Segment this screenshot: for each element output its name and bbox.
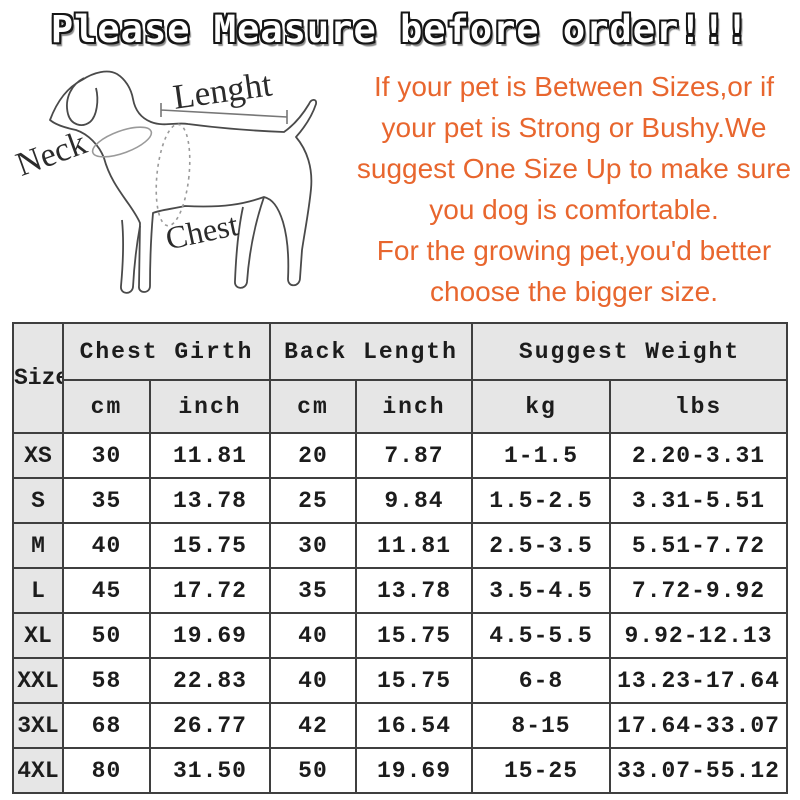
size-cell: M <box>11 522 64 569</box>
dog-ear-path <box>66 77 99 126</box>
back-cm-cell: 20 <box>268 432 357 479</box>
back-inch-cell: 13.78 <box>354 567 474 614</box>
table-row: XXL 58 22.83 40 15.75 6-8 13.23-17.64 <box>11 657 789 704</box>
chest-inch-cell: 13.78 <box>148 477 271 524</box>
lbs-cell: 5.51-7.72 <box>608 522 789 569</box>
chest-inch-cell: 11.81 <box>148 432 271 479</box>
back-inch-cell: 11.81 <box>354 522 474 569</box>
lbs-cell: 7.72-9.92 <box>608 567 789 614</box>
lbs-cell: 3.31-5.51 <box>608 477 789 524</box>
length-measure-line <box>160 103 288 124</box>
chest-inch-cell: 31.50 <box>148 747 271 794</box>
table-row: XS 30 11.81 20 7.87 1-1.5 2.20-3.31 <box>11 432 789 479</box>
kg-cell: 1-1.5 <box>471 432 611 479</box>
advice-line: If your pet is Between Sizes,or if <box>374 71 774 102</box>
size-cell: XXL <box>11 657 64 704</box>
kg-cell: 3.5-4.5 <box>471 567 611 614</box>
chest-inch-cell: 19.69 <box>148 612 271 659</box>
back-cm-cell: 50 <box>268 747 357 794</box>
kg-cell: 2.5-3.5 <box>471 522 611 569</box>
table-row: XL 50 19.69 40 15.75 4.5-5.5 9.92-12.13 <box>11 612 789 659</box>
size-cell: XS <box>11 432 64 479</box>
kg-cell: 4.5-5.5 <box>471 612 611 659</box>
kg-cell: 6-8 <box>471 657 611 704</box>
kg-cell: 1.5-2.5 <box>471 477 611 524</box>
dog-measurement-diagram: Neck Lenght Chest <box>0 58 348 320</box>
chest-inch-cell: 17.72 <box>148 567 271 614</box>
size-chart-table: Size Chest Girth Back Length Suggest Wei… <box>11 322 789 794</box>
back-cm-cell: 42 <box>268 702 357 749</box>
neck-label: Neck <box>11 124 91 183</box>
advice-line: choose the bigger size. <box>430 276 718 307</box>
advice-line: suggest One Size Up to make sure <box>356 153 792 184</box>
chest-inch-cell: 26.77 <box>148 702 271 749</box>
chest-cm-cell: 50 <box>61 612 151 659</box>
table-row: 3XL 68 26.77 42 16.54 8-15 17.64-33.07 <box>11 702 789 749</box>
col-header-kg: kg <box>471 379 611 434</box>
dog-diagram-svg: Neck Lenght Chest <box>11 64 317 294</box>
page-title: Please Measure before order!!! <box>50 7 750 51</box>
size-cell: XL <box>11 612 64 659</box>
table-row: L 45 17.72 35 13.78 3.5-4.5 7.72-9.92 <box>11 567 789 614</box>
col-header-back-cm: cm <box>268 379 357 434</box>
size-cell: S <box>11 477 64 524</box>
back-cm-cell: 25 <box>268 477 357 524</box>
col-header-size: Size <box>11 322 64 434</box>
back-cm-cell: 40 <box>268 657 357 704</box>
size-cell: 3XL <box>11 702 64 749</box>
col-header-chest-cm: cm <box>61 379 151 434</box>
chest-cm-cell: 30 <box>61 432 151 479</box>
size-cell: L <box>11 567 64 614</box>
lbs-cell: 13.23-17.64 <box>608 657 789 704</box>
chest-inch-cell: 22.83 <box>148 657 271 704</box>
size-cell: 4XL <box>11 747 64 794</box>
lbs-cell: 17.64-33.07 <box>608 702 789 749</box>
middle-section: Neck Lenght Chest If your pet is Between… <box>0 58 800 320</box>
col-header-back-length: Back Length <box>268 322 474 381</box>
back-inch-cell: 15.75 <box>354 657 474 704</box>
length-label: Lenght <box>171 64 275 116</box>
dog-outline-path <box>49 70 317 293</box>
col-header-chest-girth: Chest Girth <box>61 322 271 381</box>
chest-measure-ellipse <box>155 123 191 227</box>
back-inch-cell: 19.69 <box>354 747 474 794</box>
chest-label: Chest <box>162 206 241 256</box>
table-row: S 35 13.78 25 9.84 1.5-2.5 3.31-5.51 <box>11 477 789 524</box>
table-row: 4XL 80 31.50 50 19.69 15-25 33.07-55.12 <box>11 747 789 794</box>
chest-cm-cell: 58 <box>61 657 151 704</box>
chest-cm-cell: 35 <box>61 477 151 524</box>
advice-line: For the growing pet,you'd better <box>376 235 772 266</box>
chest-cm-cell: 40 <box>61 522 151 569</box>
advice-line: you dog is comfortable. <box>429 194 719 225</box>
chest-cm-cell: 68 <box>61 702 151 749</box>
back-inch-cell: 7.87 <box>354 432 474 479</box>
chest-cm-cell: 80 <box>61 747 151 794</box>
col-header-chest-inch: inch <box>148 379 271 434</box>
neck-measure-ellipse <box>91 126 153 158</box>
kg-cell: 8-15 <box>471 702 611 749</box>
chest-cm-cell: 45 <box>61 567 151 614</box>
col-header-back-inch: inch <box>354 379 474 434</box>
back-cm-cell: 35 <box>268 567 357 614</box>
advice-line: your pet is Strong or Bushy.We <box>381 112 767 143</box>
chest-inch-cell: 15.75 <box>148 522 271 569</box>
dog-hind-leg-path <box>234 196 265 289</box>
back-cm-cell: 30 <box>268 522 357 569</box>
lbs-cell: 9.92-12.13 <box>608 612 789 659</box>
lbs-cell: 33.07-55.12 <box>608 747 789 794</box>
kg-cell: 15-25 <box>471 747 611 794</box>
sizing-advice-text: If your pet is Between Sizes,or if your … <box>348 58 800 320</box>
table-header-row-units: cm inch cm inch kg lbs <box>13 379 789 434</box>
table-row: M 40 15.75 30 11.81 2.5-3.5 5.51-7.72 <box>11 522 789 569</box>
col-header-suggest-weight: Suggest Weight <box>470 322 789 381</box>
back-inch-cell: 16.54 <box>354 702 474 749</box>
lbs-cell: 2.20-3.31 <box>608 432 789 479</box>
table-header-row-groups: Size Chest Girth Back Length Suggest Wei… <box>11 322 789 434</box>
back-cm-cell: 40 <box>268 612 357 659</box>
back-inch-cell: 15.75 <box>354 612 474 659</box>
col-header-lbs: lbs <box>608 379 789 434</box>
dog-front-leg-path <box>120 219 141 294</box>
back-inch-cell: 9.84 <box>354 477 474 524</box>
